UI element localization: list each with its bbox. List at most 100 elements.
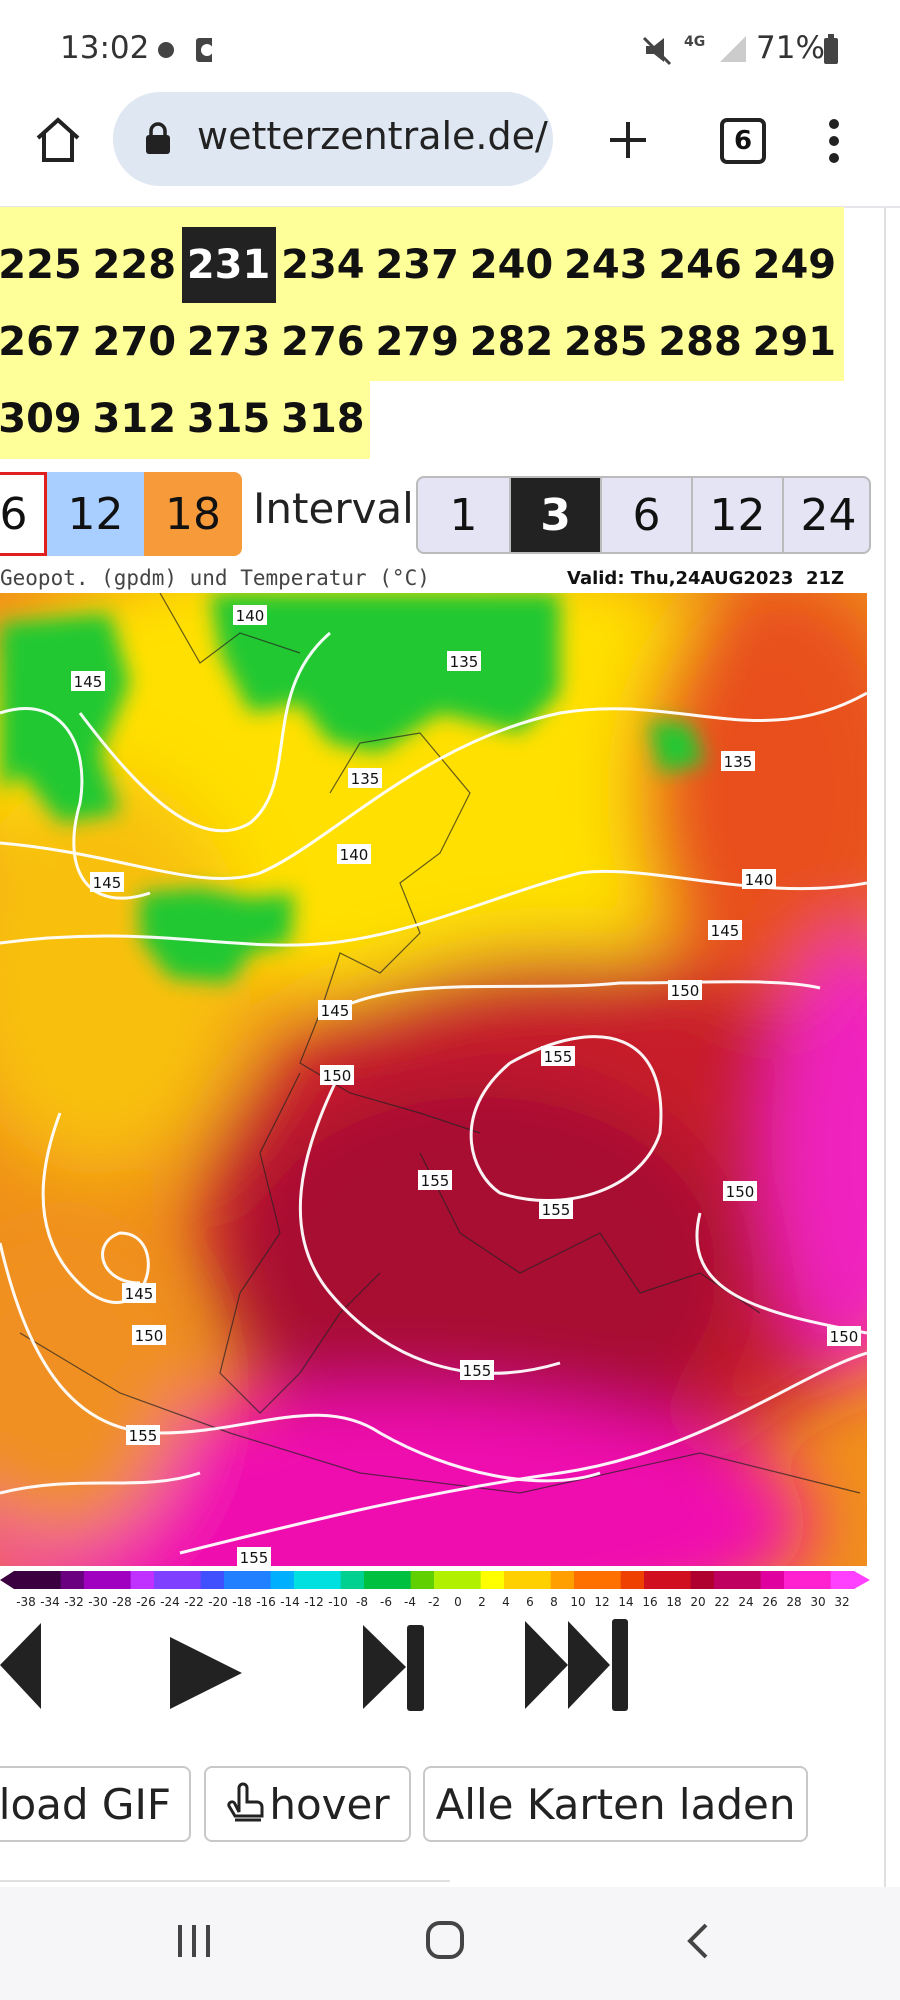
color-label: -14 [280,1595,300,1609]
hour-link[interactable]: 276 [281,319,365,365]
interval-group: 1 3 6 12 24 [416,476,871,554]
hour-link[interactable]: 291 [752,319,837,365]
battery-text: 71% [756,30,825,66]
hour-link[interactable]: 270 [92,319,177,365]
color-label: 6 [526,1595,534,1609]
color-swatch [84,1571,108,1589]
color-swatch [14,1571,38,1589]
signal-icon [720,36,746,62]
hour-link[interactable]: 279 [375,319,459,365]
color-label: -38 [16,1595,36,1609]
home-button[interactable] [34,116,82,164]
contour-label: 145 [125,1285,154,1303]
hour-link[interactable]: 273 [186,319,271,365]
previous-button[interactable] [0,1623,41,1709]
color-swatch [60,1571,85,1589]
new-tab-button[interactable] [608,120,648,160]
tab-count[interactable]: 6 [720,118,766,164]
action-button[interactable]: hover [204,1766,411,1842]
interval-button[interactable]: 24 [782,478,869,552]
interval-button[interactable]: 12 [691,478,782,552]
contour-label-bg [320,1065,354,1085]
color-label: 16 [642,1595,657,1609]
contour-label-bg [348,768,382,788]
color-label: -16 [256,1595,276,1609]
nav-bar [0,1887,900,2000]
url-bar[interactable]: wetterzentrale.de/ [113,92,553,186]
color-label: 30 [810,1595,825,1609]
contour-label: 135 [450,653,479,671]
menu-button[interactable] [824,118,844,164]
contour-label-bg [742,869,776,889]
hour-link[interactable]: 318 [281,396,365,442]
recents-button[interactable] [174,1921,214,1961]
run-button[interactable]: 12 [47,472,144,556]
network: 4G [684,34,706,50]
action-button[interactable]: Alle Karten laden [423,1766,808,1842]
hour-link[interactable]: 225 [0,242,82,288]
hour-link[interactable]: 249 [752,242,837,288]
hour-link[interactable]: 309 [0,396,82,442]
contour-label-bg [668,980,702,1000]
time: 13:02 [60,30,150,66]
interval-button[interactable]: 6 [600,478,691,552]
hour-link[interactable]: 243 [564,242,648,288]
hour-link[interactable]: 246 [658,242,742,288]
hour-link[interactable]: 315 [186,396,271,442]
color-label: 12 [594,1595,609,1609]
contour-label: 145 [711,922,740,940]
play-button[interactable] [170,1637,242,1709]
color-label: -22 [184,1595,204,1609]
color-label: -18 [232,1595,252,1609]
contour-label: 150 [830,1328,859,1346]
color-swatch [830,1571,855,1589]
color-label: -12 [304,1595,324,1609]
run-button[interactable]: 6 [0,472,47,556]
color-swatch [620,1571,645,1589]
contour-label-bg [418,1170,452,1190]
color-swatch [527,1571,552,1589]
hour-link[interactable]: 234 [281,242,365,288]
color-label: -8 [356,1595,368,1609]
hour-link[interactable]: 240 [469,242,554,288]
hour-bg [0,207,844,381]
hour-link[interactable]: 288 [658,319,742,365]
last-button[interactable] [525,1619,628,1711]
color-swatch [737,1571,762,1589]
action-button[interactable]: load GIF [0,1766,191,1842]
hour-link[interactable]: 267 [0,319,82,365]
hour-link[interactable]: 231 [181,227,276,303]
color-scale: -38 -34 -32 -30 -28 -26 -24 -22 -20 -18 -16 -14 -12-… [0,1571,870,1609]
color-label: -32 [64,1595,84,1609]
home-nav-button[interactable] [424,1919,468,1963]
hour-link[interactable]: 237 [375,242,459,288]
playback-controls [0,1619,628,1711]
run-button[interactable]: 18 [144,472,242,556]
hour-link[interactable]: 285 [564,319,648,365]
color-swatch [714,1571,738,1589]
step-forward-button[interactable] [363,1625,424,1711]
contour-label: 155 [542,1201,571,1219]
contour-label-bg [447,651,481,671]
contour-label: 140 [340,846,369,864]
hour-link[interactable]: 312 [92,396,177,442]
color-label: -10 [328,1595,348,1609]
color-label: -4 [404,1595,416,1609]
color-label: 26 [762,1595,777,1609]
color-swatch [154,1571,178,1589]
color-label: 22 [714,1595,729,1609]
interval-button[interactable]: 3 [509,478,600,552]
interval-button[interactable]: 1 [449,489,478,541]
back-button[interactable] [684,1921,714,1961]
contour-label-bg [318,1000,352,1020]
hour-link[interactable]: 282 [469,319,554,365]
color-swatch [317,1571,342,1589]
contour-label: 150 [726,1183,755,1201]
contour-label: 145 [74,673,103,691]
hour-link[interactable]: 228 [92,242,177,288]
contour-label-bg [539,1199,573,1219]
color-label: -2 [428,1595,440,1609]
contour-label: 140 [236,607,265,625]
contour-label-bg [541,1046,575,1066]
contour-label: 145 [321,1002,350,1020]
